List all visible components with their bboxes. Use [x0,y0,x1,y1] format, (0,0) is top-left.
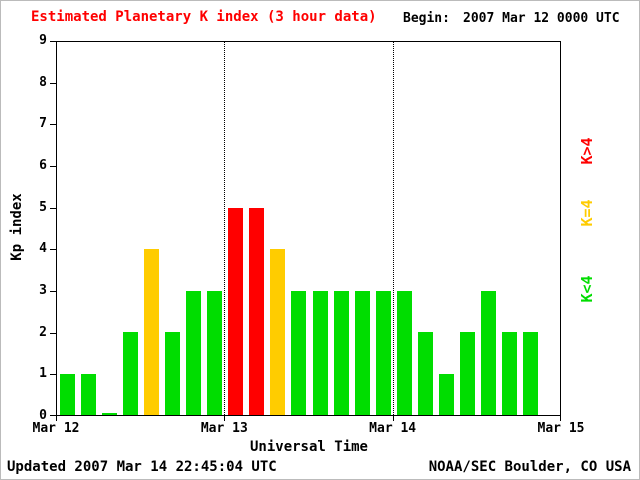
begin-value: 2007 Mar 12 0000 UTC [463,11,620,26]
x-tick-mark [560,416,561,421]
kp-bar [144,249,160,415]
kp-bar [102,413,118,415]
y-tick-label: 8 [39,74,47,90]
y-tick-mark [50,166,56,167]
chart-title: Estimated Planetary K index (3 hour data… [31,9,377,25]
kp-bar [375,290,391,415]
y-tick-label: 1 [39,366,47,382]
legend-low: K<4 [578,275,596,303]
y-tick-label: 4 [39,241,47,257]
kp-bar [207,290,223,415]
kp-bar [312,290,328,415]
y-tick-label: 5 [39,199,47,215]
kp-bar [123,332,139,415]
kp-bar [165,332,181,415]
kp-bar [480,290,496,415]
kp-bar [270,249,286,415]
x-tick-label: Mar 15 [537,421,585,436]
kp-bar [291,290,307,415]
y-tick-mark [50,124,56,126]
kp-bar [417,332,433,415]
kp-bar [522,332,538,415]
legend-mid: K=4 [578,199,596,227]
kp-bar [228,207,244,415]
kp-bar [81,373,97,415]
y-axis-title: Kp index [9,193,25,261]
updated-timestamp: Updated 2007 Mar 14 22:45:04 UTC [7,459,277,475]
kp-bar [438,373,454,415]
y-tick-mark [50,332,56,334]
kp-bar [333,290,349,415]
kp-bar [60,373,76,415]
y-tick-mark [50,291,56,292]
kp-bar [459,332,475,415]
y-tick-mark [50,82,56,84]
x-tick-mark [392,416,394,421]
source-credit: NOAA/SEC Boulder, CO USA [428,459,631,475]
y-tick-label: 0 [39,408,47,423]
y-tick-label: 2 [39,324,47,340]
kp-bar [396,290,412,415]
x-axis-title: Universal Time [249,439,368,455]
x-tick-label: Mar 12 [32,421,80,436]
legend-high: K>4 [578,137,596,165]
y-tick-mark [50,41,56,42]
kp-bar [501,332,517,415]
y-tick-label: 7 [39,116,47,132]
y-tick-mark [50,374,56,376]
y-tick-label: 6 [39,158,47,173]
y-tick-mark [50,249,56,251]
day-boundary-gridline [224,42,226,415]
kp-bar [354,290,370,415]
begin-label: Begin: [403,11,450,26]
y-tick-mark [50,415,56,416]
kp-bar [186,290,202,415]
x-tick-mark [56,416,57,421]
plot-area [56,41,561,416]
kp-bar [249,207,265,415]
x-tick-label: Mar 14 [369,421,417,436]
y-tick-mark [50,207,56,209]
x-tick-mark [224,416,226,421]
x-tick-label: Mar 13 [200,421,248,436]
day-boundary-gridline [392,42,394,415]
y-tick-label: 3 [39,283,47,298]
y-tick-label: 9 [39,33,47,48]
